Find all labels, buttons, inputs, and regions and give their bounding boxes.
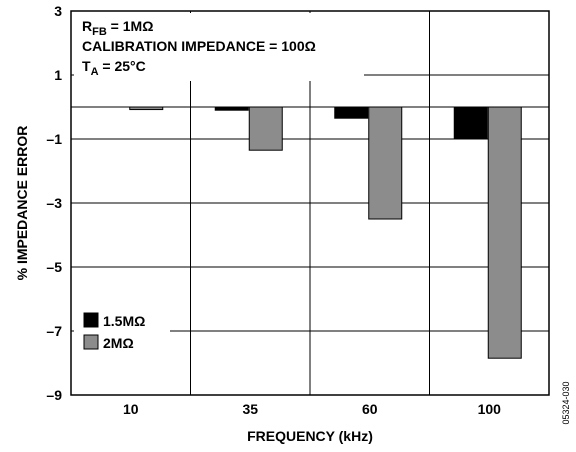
bar-series-1-35 [214,106,249,111]
x-tick-labels: 10 35 60 100 [123,401,501,417]
legend-swatch-series-2 [83,334,99,350]
x-axis-title: FREQUENCY (kHz) [247,428,373,444]
y-tick-label: –9 [46,387,62,403]
bar-series-2-35 [248,106,283,151]
bar-series-1-100 [453,106,488,140]
annotation-line-1-rest: = 1MΩ [107,18,154,34]
y-tick-labels: 3 1 –1 –3 –5 –7 –9 [46,3,62,403]
annotation-background [74,13,364,81]
y-tick-label: –5 [46,259,62,275]
legend-swatch-series-1 [83,312,99,328]
x-tick-label: 10 [123,401,139,417]
annotation-line-1: RFB = 1MΩ [82,18,153,38]
legend-label-series-2: 2MΩ [103,335,134,351]
figure-code: 05324-030 [561,381,571,424]
x-tick-label: 60 [362,401,378,417]
annotation-line-1-subscript: FB [92,26,107,38]
bar-series-1-60 [334,106,369,119]
y-tick-label: –7 [46,323,62,339]
legend: 1.5MΩ 2MΩ [74,305,170,357]
annotation-line-3: TA = 25°C [82,58,146,78]
legend-label-series-1: 1.5MΩ [103,313,145,329]
plot-frame [70,10,550,396]
annotation-line-3-rest: = 25°C [99,58,146,74]
bar-series-2-100 [487,106,522,359]
bar-series-2-10 [129,106,164,111]
y-tick-label: –1 [46,131,62,147]
y-axis-title: % IMPEDANCE ERROR [14,126,30,281]
x-tick-label: 100 [478,401,502,417]
bars [129,106,522,359]
y-tick-label: 3 [54,3,62,19]
bar-series-2-60 [368,106,403,220]
y-tick-label: 1 [54,67,62,83]
annotation-line-3-subscript: A [91,66,99,78]
x-tick-label: 35 [242,401,258,417]
y-tick-label: –3 [46,195,62,211]
annotation-line-2: CALIBRATION IMPEDANCE = 100Ω [82,38,316,54]
